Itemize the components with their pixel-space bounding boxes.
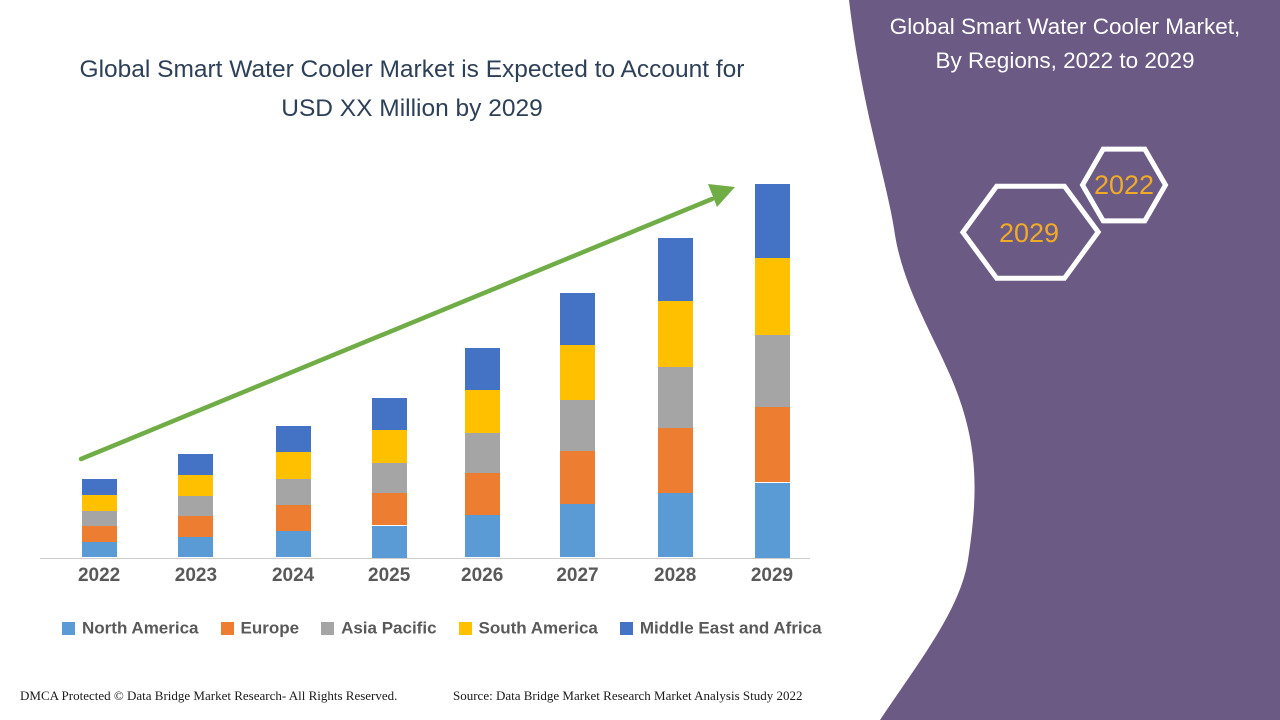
svg-text:2022: 2022 [1094,170,1154,200]
svg-text:2029: 2029 [999,218,1059,248]
